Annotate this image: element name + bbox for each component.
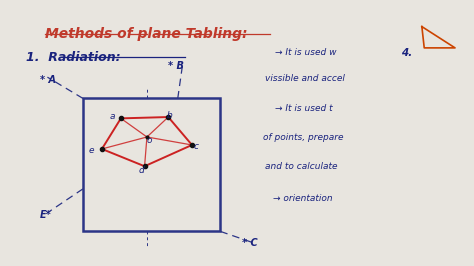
Text: c: c	[193, 142, 198, 151]
Text: 4.: 4.	[401, 48, 412, 58]
Text: → orientation: → orientation	[273, 194, 332, 203]
Text: b: b	[167, 111, 173, 120]
Text: * B: * B	[168, 61, 184, 71]
Text: vissible and accel: vissible and accel	[265, 74, 346, 84]
Text: * C: * C	[242, 238, 257, 248]
Text: e: e	[89, 146, 94, 155]
Text: → It is used w: → It is used w	[275, 48, 337, 57]
Text: a: a	[110, 112, 116, 121]
Text: Methods of plane Tabling:: Methods of plane Tabling:	[45, 27, 247, 41]
Text: E*: E*	[40, 210, 52, 221]
Bar	[83, 98, 220, 231]
Text: d: d	[138, 166, 144, 175]
Text: of points, prepare: of points, prepare	[263, 133, 344, 142]
Text: 1.  Radiation:: 1. Radiation:	[26, 51, 121, 64]
Text: and to calculate: and to calculate	[265, 162, 338, 171]
Text: → It is used t: → It is used t	[275, 104, 333, 113]
Text: o: o	[146, 136, 152, 146]
Text: * A: * A	[40, 75, 56, 85]
